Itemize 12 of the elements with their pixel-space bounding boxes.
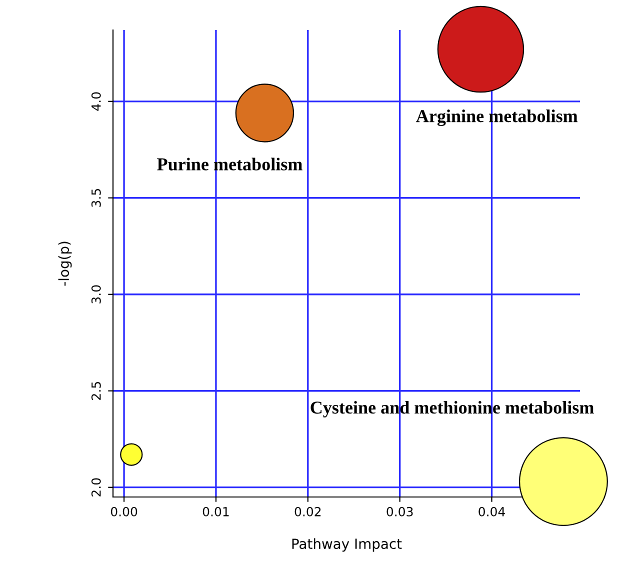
x-tick-label: 0.01 (202, 506, 229, 516)
y-tick-label: 3.5 (91, 189, 101, 207)
y-tick-label: 4.0 (91, 92, 101, 111)
x-tick-label: 0.02 (294, 506, 321, 516)
x-axis-title: Pathway Impact (292, 538, 402, 552)
y-tick-label: 3.0 (91, 285, 101, 304)
y-axis-title: -log(p) (58, 242, 72, 286)
x-tick-label: 0.00 (110, 506, 138, 516)
x-tick-label: 0.03 (386, 506, 413, 516)
y-tick-label: 2.0 (91, 478, 101, 496)
y-tick-label: 2.5 (91, 382, 101, 400)
x-tick-label: 0.04 (478, 506, 505, 516)
